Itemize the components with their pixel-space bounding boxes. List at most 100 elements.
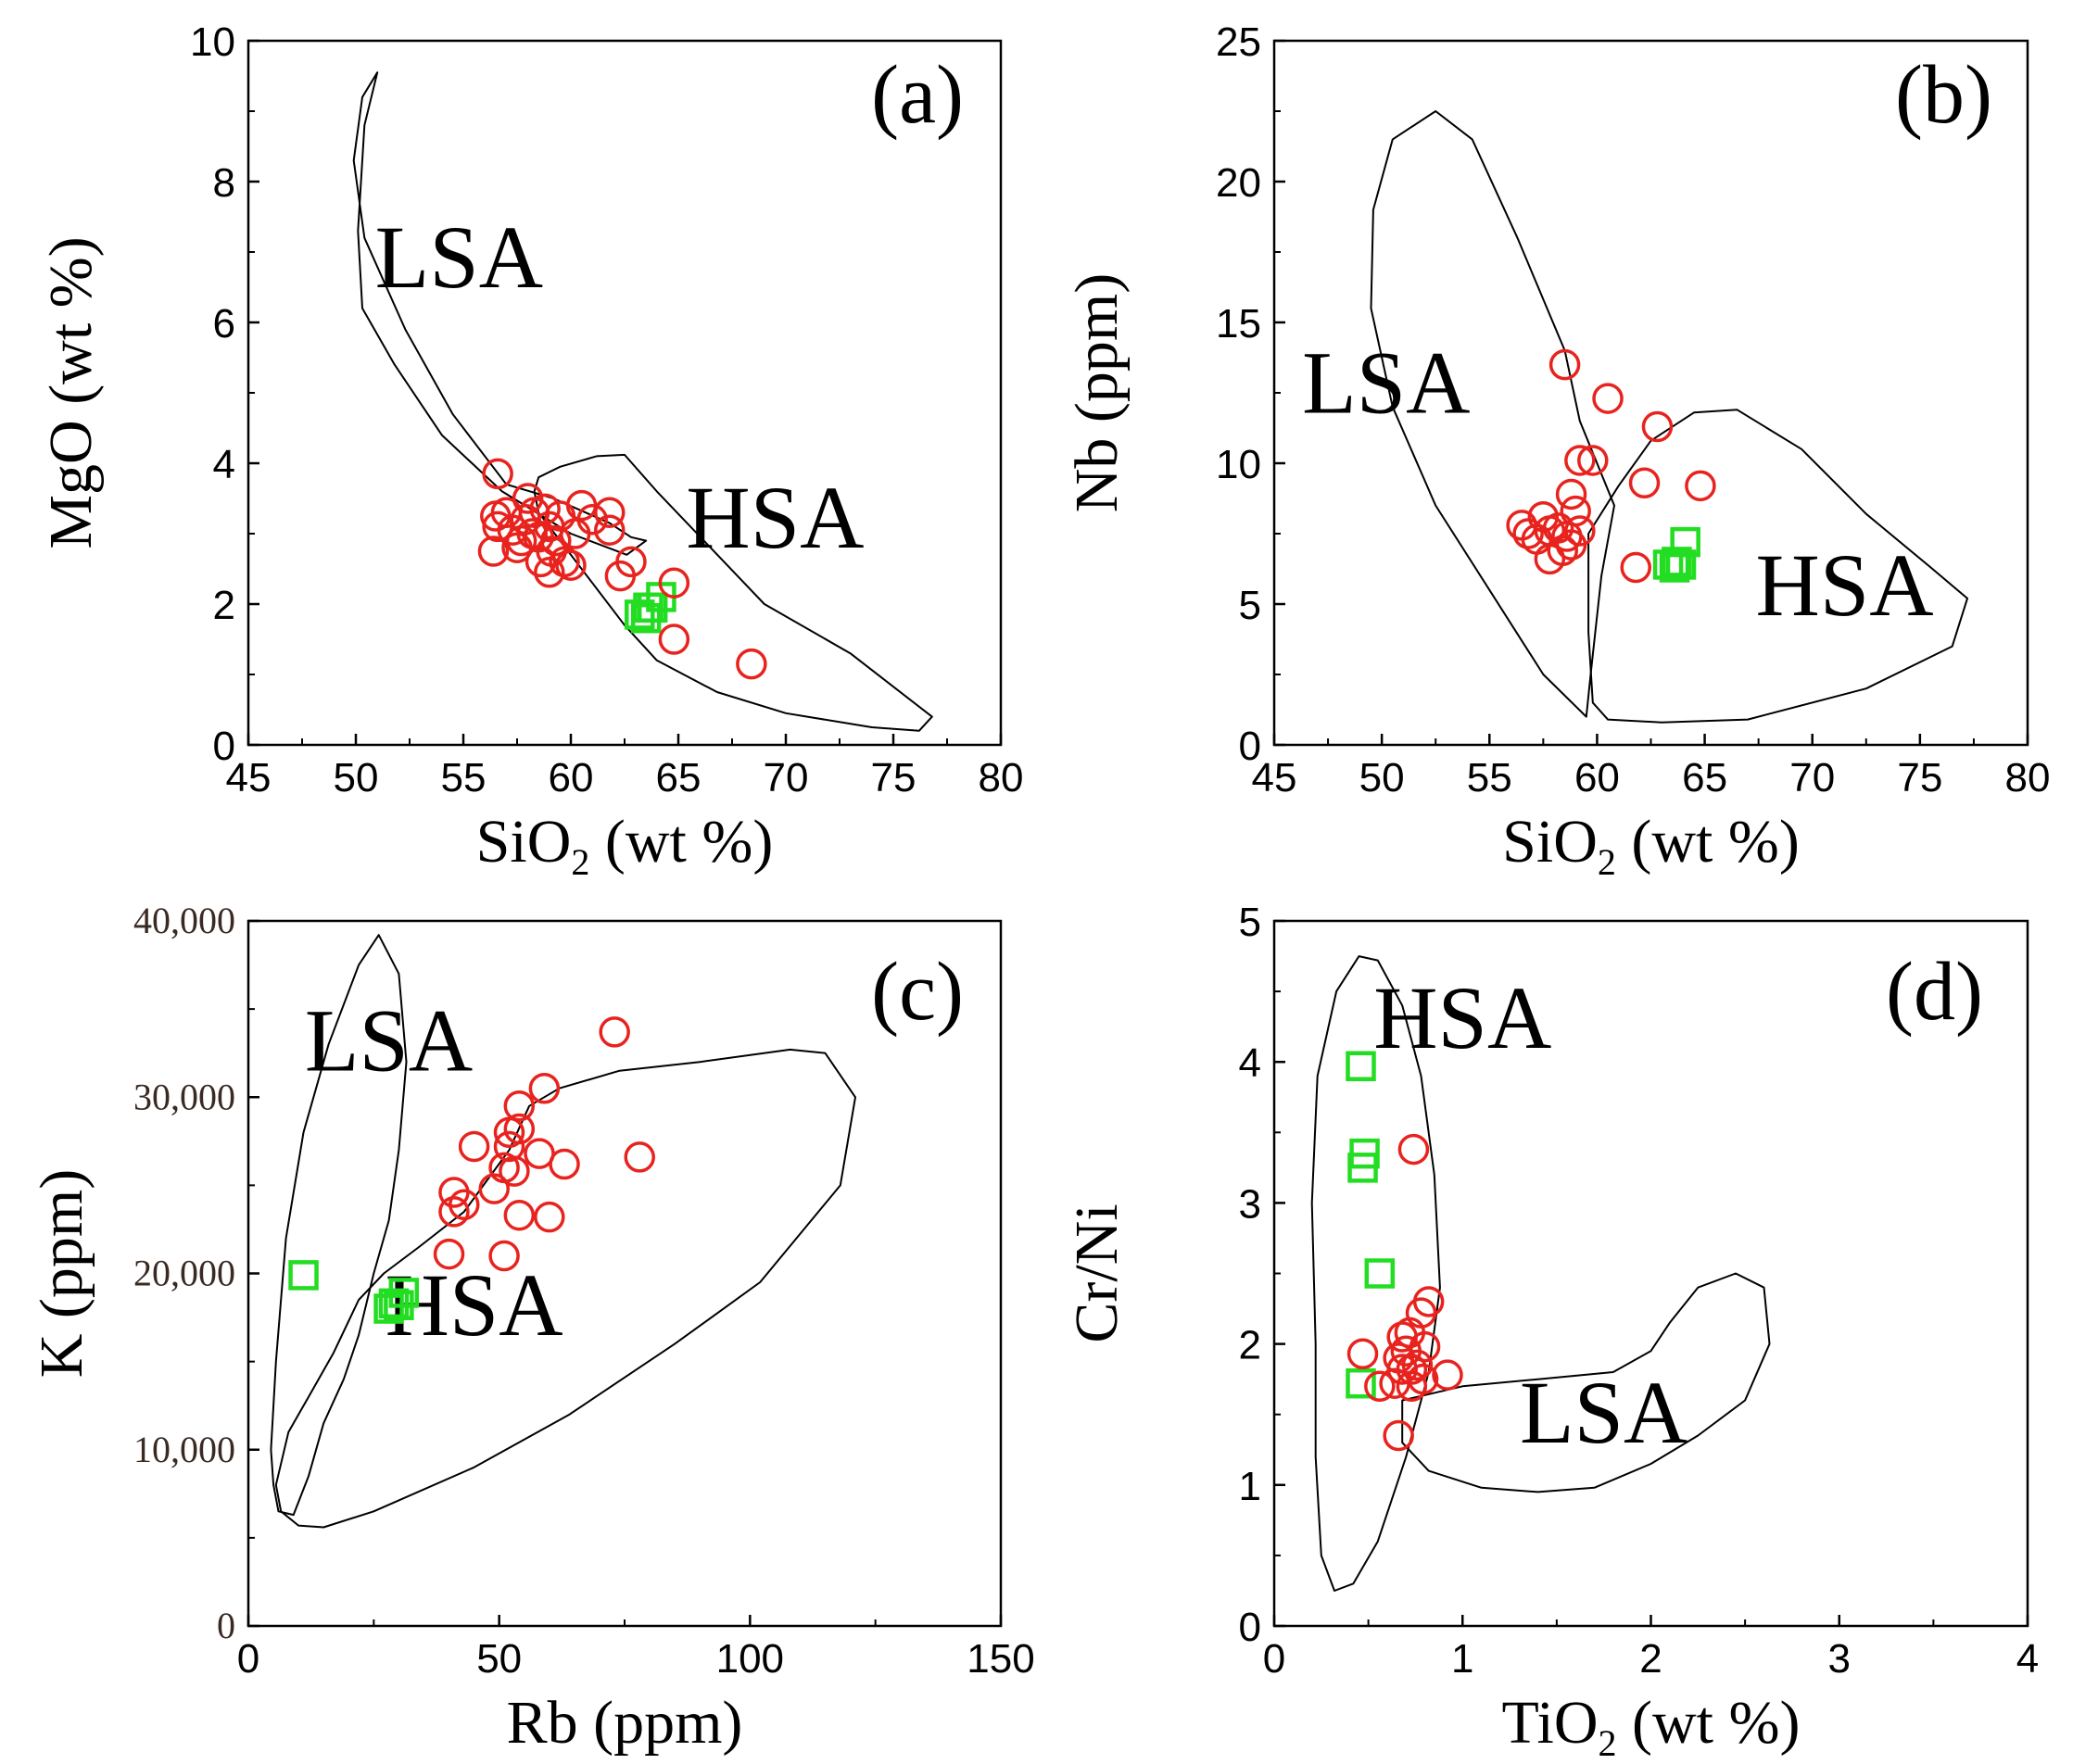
x-tick-label: 0	[1263, 1636, 1285, 1682]
data-point-circle	[499, 1155, 530, 1187]
data-point-circle	[658, 624, 690, 655]
x-tick-label: 50	[476, 1636, 522, 1682]
y-tick-label: 0	[217, 1605, 235, 1646]
x-axis-title-subscript: 2	[571, 841, 589, 883]
data-point-circle	[477, 536, 510, 567]
data-point-square	[1346, 1051, 1376, 1082]
data-point-circle	[1397, 1133, 1430, 1166]
panel-label: (c)	[871, 946, 964, 1038]
data-point-circle	[1432, 1359, 1463, 1391]
region-outline-hsa	[1310, 955, 1441, 1592]
y-tick-label: 5	[1239, 583, 1261, 628]
panel-c: 0 50 100 150010,00020,00030,00040,000LSAHSA…	[28, 900, 1035, 1757]
data-point-circle	[528, 1072, 561, 1104]
y-tick-label: 2	[213, 583, 235, 628]
x-axis-title-subscript: 2	[1598, 841, 1616, 883]
data-point-circle	[1564, 515, 1596, 547]
data-point-circle	[576, 504, 608, 536]
data-point-circle	[503, 1199, 536, 1231]
region-outline-lsa	[1401, 1272, 1771, 1493]
x-axis-title-main: SiO	[1502, 808, 1598, 876]
data-point-circle	[529, 493, 561, 525]
panel-label: (d)	[1886, 946, 1983, 1038]
x-tick-label: 75	[871, 755, 916, 800]
data-point-square	[637, 592, 668, 624]
x-tick-label: 150	[967, 1636, 1034, 1682]
y-tick-label: 40,000	[133, 900, 235, 941]
region-label-hsa: HSA	[1756, 536, 1934, 635]
data-point-circle	[503, 1113, 536, 1145]
x-axis-title-main: TiO	[1502, 1689, 1599, 1757]
x-tick-label: 80	[979, 755, 1024, 800]
data-point-circle	[438, 1196, 470, 1228]
x-tick-label: 70	[1789, 755, 1835, 800]
data-point-circle	[525, 546, 557, 578]
data-point-square	[1346, 1367, 1376, 1399]
x-tick-label: 45	[226, 755, 272, 800]
y-tick-label: 2	[1239, 1323, 1261, 1368]
panel-b: 45 50 55 60 65 70 75 80 0 5 10 15 20 25 LSA HSA (b) SiO2 …	[1063, 19, 2050, 883]
data-point-circle	[534, 557, 565, 588]
panel-label: (a)	[871, 49, 964, 141]
panel-label: (b)	[1895, 49, 1992, 141]
data-point-circle	[594, 514, 626, 546]
x-axis-title-main: Rb (ppm)	[507, 1689, 743, 1757]
region-outline-lsa	[352, 71, 648, 556]
data-point-circle	[1560, 495, 1591, 527]
y-tick-label: 30,000	[133, 1076, 235, 1117]
data-point-circle	[559, 518, 591, 549]
data-point-circle	[433, 1238, 465, 1270]
plot-frame	[246, 39, 1003, 747]
y-tick-label: 3	[1239, 1181, 1261, 1227]
data-point-circle	[1577, 445, 1609, 476]
x-axis-title: SiO2 (wt %)	[476, 808, 774, 883]
data-point-circle	[615, 546, 647, 578]
data-point-square	[288, 1260, 319, 1291]
y-tick-label: 4	[213, 442, 235, 487]
x-tick-label: 2	[1639, 1636, 1662, 1682]
data-point-circle	[1620, 551, 1651, 584]
y-tick-label: 0	[213, 724, 235, 769]
region-label-hsa: HSA	[686, 468, 864, 567]
y-axis-title: K (ppm)	[28, 1169, 95, 1378]
x-axis-title: Rb (ppm)	[507, 1689, 743, 1757]
x-axis-title: SiO2 (wt %)	[1502, 808, 1800, 883]
region-outline-hsa	[274, 1048, 856, 1529]
x-tick-label: 75	[1897, 755, 1942, 800]
data-point-circle	[599, 1016, 630, 1048]
data-point-square	[1662, 547, 1692, 577]
data-point-circle	[594, 497, 626, 528]
x-tick-label: 0	[237, 1636, 259, 1682]
region-outline-hsa	[1587, 409, 1968, 724]
data-point-circle	[493, 1130, 525, 1163]
data-point-circle	[488, 1240, 520, 1272]
x-tick-label: 1	[1451, 1636, 1473, 1682]
x-axis-title: TiO2 (wt %)	[1502, 1689, 1801, 1764]
x-axis-title-main: SiO	[476, 808, 572, 876]
region-label-lsa: LSA	[305, 991, 473, 1090]
data-point-circle	[1641, 410, 1674, 443]
x-axis-title-unit: (wt %)	[589, 808, 773, 876]
y-axis-title: Cr/Ni	[1063, 1203, 1131, 1342]
y-tick-label: 20	[1216, 160, 1261, 206]
x-axis-title-unit: (wt %)	[1616, 808, 1800, 876]
y-tick-label: 6	[213, 301, 235, 346]
data-point-circle	[458, 1130, 490, 1163]
data-point-square	[378, 1288, 410, 1319]
data-point-circle	[512, 483, 544, 514]
data-point-circle	[1564, 445, 1596, 476]
y-tick-label: 10	[1216, 442, 1261, 487]
data-point-circle	[449, 1189, 480, 1221]
y-tick-label: 0	[1239, 1605, 1261, 1650]
x-tick-label: 60	[549, 755, 594, 800]
y-tick-label: 4	[1239, 1040, 1261, 1086]
y-tick-label: 8	[213, 160, 235, 206]
y-axis-title: MgO (wt %)	[37, 236, 105, 548]
data-point-circle	[1409, 1330, 1441, 1363]
x-tick-label: 65	[1682, 755, 1727, 800]
x-tick-label: 65	[656, 755, 702, 800]
y-tick-label: 0	[1239, 724, 1261, 769]
